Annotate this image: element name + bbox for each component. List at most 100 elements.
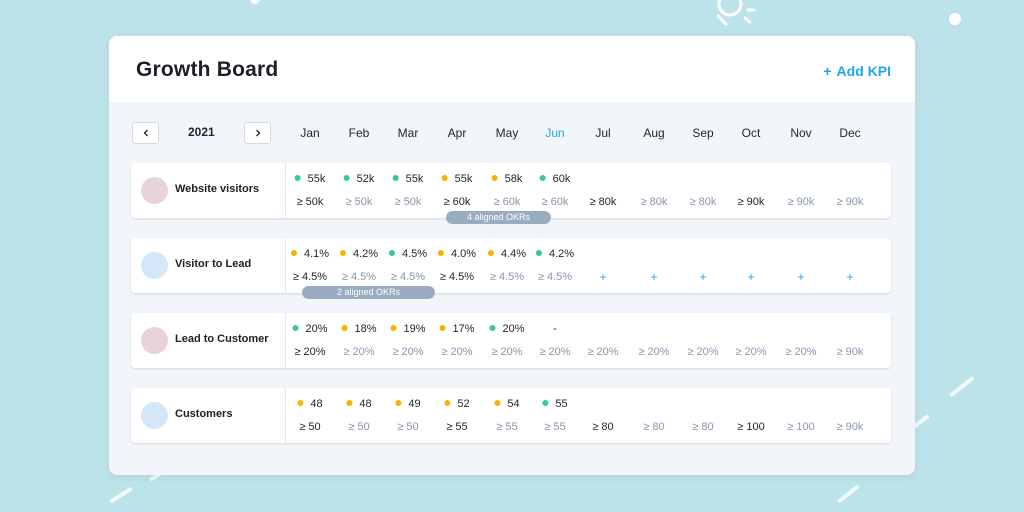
target-value[interactable]: ≥ 4.5%	[292, 271, 328, 283]
add-target-button[interactable]: +	[747, 270, 755, 284]
month-jun[interactable]: Jun	[545, 126, 565, 140]
target-value[interactable]: ≥ 4.5%	[341, 271, 377, 283]
target-value[interactable]: ≥ 55	[544, 421, 566, 433]
target-value[interactable]: ≥ 20%	[735, 346, 767, 358]
target-value[interactable]: ≥ 90k	[836, 421, 864, 433]
month-may[interactable]: May	[495, 126, 519, 140]
add-kpi-button[interactable]: + Add KPI	[823, 63, 891, 79]
add-target-button[interactable]: +	[650, 270, 658, 284]
status-dot-icon	[343, 175, 350, 181]
kpi-label-cell[interactable]: Customers	[131, 388, 286, 443]
month-mar[interactable]: Mar	[397, 126, 419, 140]
month-jan[interactable]: Jan	[300, 126, 320, 140]
actual-value[interactable]: 52k	[343, 173, 374, 185]
target-value[interactable]: ≥ 4.5%	[537, 271, 573, 283]
prev-year-button[interactable]	[132, 122, 159, 144]
actual-value[interactable]: 20%	[489, 323, 525, 335]
month-nov[interactable]: Nov	[790, 126, 812, 140]
target-value[interactable]: ≥ 20%	[441, 346, 473, 358]
target-value[interactable]: ≥ 20%	[392, 346, 424, 358]
month-aug[interactable]: Aug	[643, 126, 665, 140]
target-value[interactable]: ≥ 60k	[443, 196, 471, 208]
target-value[interactable]: ≥ 4.5%	[439, 271, 475, 283]
target-value[interactable]: ≥ 90k	[836, 196, 864, 208]
month-oct[interactable]: Oct	[741, 126, 761, 140]
actual-value[interactable]: 60k	[539, 173, 570, 185]
target-value[interactable]: ≥ 20%	[294, 346, 326, 358]
target-value[interactable]: ≥ 20%	[539, 346, 571, 358]
target-value[interactable]: ≥ 55	[496, 421, 518, 433]
target-value[interactable]: ≥ 50k	[296, 196, 324, 208]
target-value[interactable]: ≥ 20%	[638, 346, 670, 358]
target-value[interactable]: ≥ 80k	[640, 196, 668, 208]
target-value[interactable]: ≥ 90k	[737, 196, 765, 208]
target-value[interactable]: ≥ 4.5%	[489, 271, 525, 283]
actual-value[interactable]: 48	[297, 398, 323, 410]
actual-value[interactable]: 18%	[341, 323, 377, 335]
actual-value[interactable]: 54	[494, 398, 520, 410]
target-value[interactable]: ≥ 90k	[787, 196, 815, 208]
actual-value[interactable]: 4.2%	[535, 248, 574, 260]
add-target-button[interactable]: +	[599, 270, 607, 284]
target-value[interactable]: ≥ 100	[787, 421, 815, 433]
target-value[interactable]: ≥ 20%	[343, 346, 375, 358]
actual-value[interactable]: 58k	[491, 173, 522, 185]
kpi-row[interactable]: Customers 48 48 49 52 54 55 ≥ 50 ≥ 50 ≥ 50 ≥ 55 ≥ 5…	[131, 388, 891, 443]
actual-value[interactable]: 49	[395, 398, 421, 410]
actual-value[interactable]: -	[553, 323, 557, 335]
kpi-label-cell[interactable]: Website visitors	[131, 163, 286, 218]
actual-value[interactable]: 17%	[439, 323, 475, 335]
target-value[interactable]: ≥ 80k	[589, 196, 617, 208]
target-value[interactable]: ≥ 60k	[541, 196, 569, 208]
target-value[interactable]: ≥ 55	[446, 421, 468, 433]
kpi-label-cell[interactable]: Lead to Customer	[131, 313, 286, 368]
target-value[interactable]: ≥ 20%	[687, 346, 719, 358]
actual-value[interactable]: 20%	[292, 323, 328, 335]
add-target-button[interactable]: +	[846, 270, 854, 284]
actual-value[interactable]: 55k	[294, 173, 325, 185]
actual-value[interactable]: 4.2%	[339, 248, 378, 260]
actual-value[interactable]: 48	[346, 398, 372, 410]
target-value[interactable]: ≥ 20%	[491, 346, 523, 358]
target-value[interactable]: ≥ 80	[692, 421, 714, 433]
actual-value[interactable]: 19%	[390, 323, 426, 335]
actual-value[interactable]: 55k	[392, 173, 423, 185]
target-value[interactable]: ≥ 50	[348, 421, 370, 433]
actual-value[interactable]: 4.5%	[388, 248, 427, 260]
target-value[interactable]: ≥ 50	[397, 421, 419, 433]
aligned-okrs-badge[interactable]: 2 aligned OKRs	[302, 286, 435, 299]
target-value[interactable]: ≥ 80	[592, 421, 614, 433]
target-value[interactable]: ≥ 90k	[836, 346, 864, 358]
target-value[interactable]: ≥ 60k	[493, 196, 521, 208]
actual-value[interactable]: 52	[444, 398, 470, 410]
add-target-button[interactable]: +	[699, 270, 707, 284]
month-jul[interactable]: Jul	[595, 126, 611, 140]
target-value[interactable]: ≥ 20%	[785, 346, 817, 358]
status-dot-icon	[341, 325, 348, 331]
month-apr[interactable]: Apr	[447, 126, 467, 140]
add-target-button[interactable]: +	[797, 270, 805, 284]
month-feb[interactable]: Feb	[348, 126, 370, 140]
target-value[interactable]: ≥ 80	[643, 421, 665, 433]
kpi-row[interactable]: Website visitors 55k 52k 55k 55k 58k 60k ≥ 50k ≥…	[131, 163, 891, 224]
actual-value[interactable]: 4.4%	[487, 248, 526, 260]
target-value[interactable]: ≥ 20%	[587, 346, 619, 358]
aligned-okrs-badge[interactable]: 4 aligned OKRs	[446, 211, 551, 224]
target-value[interactable]: ≥ 50	[299, 421, 321, 433]
kpi-label-cell[interactable]: Visitor to Lead	[131, 238, 286, 293]
target-value[interactable]: ≥ 100	[737, 421, 765, 433]
kpi-row[interactable]: Visitor to Lead 4.1% 4.2% 4.5% 4.0% 4.4% 4.2% ≥…	[131, 238, 891, 299]
status-dot-icon	[539, 175, 546, 181]
kpi-row[interactable]: Lead to Customer 20% 18% 19% 17% 20% - ≥ 20% ≥ 2…	[131, 313, 891, 368]
actual-value[interactable]: 55	[542, 398, 568, 410]
target-value[interactable]: ≥ 50k	[345, 196, 373, 208]
actual-value[interactable]: 4.1%	[290, 248, 329, 260]
month-dec[interactable]: Dec	[839, 126, 861, 140]
target-value[interactable]: ≥ 80k	[689, 196, 717, 208]
month-sep[interactable]: Sep	[692, 126, 714, 140]
target-value[interactable]: ≥ 50k	[394, 196, 422, 208]
actual-value[interactable]: 55k	[441, 173, 472, 185]
actual-value[interactable]: 4.0%	[437, 248, 476, 260]
next-year-button[interactable]	[244, 122, 271, 144]
target-value[interactable]: ≥ 4.5%	[390, 271, 426, 283]
